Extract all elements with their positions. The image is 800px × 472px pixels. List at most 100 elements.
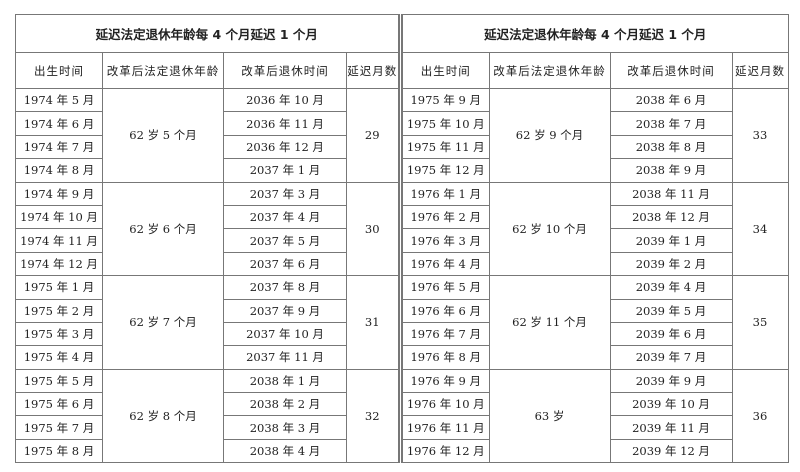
table-row: 1975 年 3 月 2037 年 10 月 [15, 321, 399, 347]
table-row: 1974 年 6 月 2036 年 11 月 [15, 111, 399, 136]
table-row: 1976 年 6 月 2039 年 5 月 [401, 298, 788, 323]
birth-date: 1976 年 7 月 [401, 321, 490, 347]
table-title: 延迟法定退休年龄每 4 个月延迟 1 个月 [401, 14, 789, 53]
retirement-date: 2037 年 6 月 [223, 251, 347, 277]
delay-months: 36 [731, 368, 789, 464]
table-row: 1974 年 11 月 2037 年 5 月 [15, 228, 399, 253]
birth-date: 1974 年 12 月 [15, 251, 103, 277]
retirement-date: 2038 年 4 月 [223, 438, 347, 464]
retirement-date: 2039 年 2 月 [609, 251, 733, 277]
retirement-table-left: 延迟法定退休年龄每 4 个月延迟 1 个月 出生时间 改革后法定退休年龄 改革后退休时… [15, 14, 400, 464]
table-row: 1975 年 8 月 2038 年 4 月 [15, 438, 399, 464]
table-row: 1975 年 2 月 2037 年 9 月 [15, 298, 399, 323]
retirement-age: 62 岁 7 个月 [102, 275, 224, 370]
table-row: 1976 年 8 月 2039 年 7 月 [401, 345, 788, 370]
retirement-date: 2039 年 9 月 [609, 368, 733, 394]
birth-date: 1976 年 5 月 [401, 275, 490, 300]
birth-date: 1976 年 1 月 [401, 181, 490, 206]
retirement-date: 2039 年 1 月 [609, 228, 733, 253]
birth-date: 1975 年 5 月 [15, 368, 103, 394]
table-row: 1976 年 1 月 62 岁 10 个月 2038 年 11 月 34 [401, 181, 789, 277]
table-row: 1974 年 9 月 62 岁 6 个月 2037 年 3 月 30 [15, 181, 399, 277]
retirement-age: 62 岁 11 个月 [488, 275, 611, 370]
birth-date: 1976 年 12 月 [401, 438, 490, 464]
retirement-date: 2037 年 3 月 [223, 181, 347, 206]
table-row: 1976 年 2 月 2038 年 12 月 [401, 204, 788, 230]
header-birth-date: 出生时间 [15, 52, 103, 89]
delay-months: 35 [731, 275, 789, 370]
retirement-date: 2037 年 8 月 [223, 275, 347, 300]
delay-months: 30 [346, 181, 399, 277]
retirement-date: 2036 年 11 月 [223, 111, 347, 136]
retirement-date: 2039 年 11 月 [609, 415, 733, 440]
table-row: 1976 年 10 月 2039 年 10 月 [401, 392, 788, 417]
retirement-date: 2037 年 11 月 [223, 345, 347, 370]
birth-date: 1976 年 3 月 [401, 228, 490, 253]
table-row: 1976 年 3 月 2039 年 1 月 [401, 228, 788, 253]
retirement-age: 62 岁 10 个月 [488, 181, 611, 277]
table-row: 1975 年 12 月 2038 年 9 月 [401, 158, 788, 183]
retirement-date: 2038 年 6 月 [609, 87, 733, 113]
header-retirement-date: 改革后退休时间 [223, 52, 347, 89]
retirement-age: 62 岁 9 个月 [488, 88, 611, 183]
retirement-date: 2038 年 3 月 [223, 415, 347, 440]
retirement-date: 2037 年 5 月 [223, 228, 347, 253]
table-title: 延迟法定退休年龄每 4 个月延迟 1 个月 [15, 14, 399, 53]
birth-date: 1976 年 9 月 [401, 368, 490, 394]
retirement-date: 2038 年 1 月 [223, 368, 347, 394]
table-row: 1975 年 1 月 62 岁 7 个月 2037 年 8 月 31 [15, 275, 399, 370]
birth-date: 1975 年 1 月 [15, 275, 103, 300]
retirement-table-right: 延迟法定退休年龄每 4 个月延迟 1 个月 出生时间 改革后法定退休年龄 改革后退休时… [401, 14, 789, 464]
delay-months: 32 [346, 368, 399, 464]
retirement-date: 2038 年 7 月 [609, 111, 733, 136]
table-row: 1975 年 10 月 2038 年 7 月 [401, 111, 788, 136]
retirement-date: 2039 年 7 月 [609, 345, 733, 370]
birth-date: 1974 年 7 月 [15, 134, 103, 160]
birth-date: 1975 年 4 月 [15, 345, 103, 370]
header-retirement-age: 改革后法定退休年龄 [102, 52, 224, 89]
birth-date: 1976 年 10 月 [401, 392, 490, 417]
delay-months: 29 [346, 88, 399, 183]
delay-months: 34 [731, 181, 789, 277]
birth-date: 1975 年 11 月 [401, 134, 490, 160]
delay-months: 33 [731, 88, 789, 183]
retirement-date: 2038 年 2 月 [223, 392, 347, 417]
retirement-date: 2038 年 11 月 [609, 181, 733, 206]
table-row: 1974 年 10 月 2037 年 4 月 [15, 204, 399, 230]
birth-date: 1974 年 10 月 [15, 204, 103, 230]
delay-months: 31 [346, 275, 399, 370]
table-row: 1975 年 6 月 2038 年 2 月 [15, 392, 399, 417]
retirement-age: 62 岁 6 个月 [102, 181, 224, 277]
table-row: 1976 年 11 月 2039 年 11 月 [401, 415, 788, 440]
birth-date: 1976 年 8 月 [401, 345, 490, 370]
retirement-date: 2038 年 12 月 [609, 204, 733, 230]
birth-date: 1974 年 5 月 [15, 87, 103, 113]
retirement-date: 2036 年 12 月 [223, 134, 347, 160]
birth-date: 1975 年 10 月 [401, 111, 490, 136]
birth-date: 1976 年 2 月 [401, 204, 490, 230]
table-row: 1974 年 7 月 2036 年 12 月 [15, 134, 399, 160]
header-delay-months: 延迟月数 [346, 52, 399, 89]
header-retirement-age: 改革后法定退休年龄 [488, 52, 611, 89]
retirement-date: 2036 年 10 月 [223, 87, 347, 113]
table-row: 1975 年 5 月 62 岁 8 个月 2038 年 1 月 32 [15, 368, 399, 464]
birth-date: 1975 年 6 月 [15, 392, 103, 417]
table-row: 1975 年 11 月 2038 年 8 月 [401, 134, 788, 160]
retirement-age: 62 岁 5 个月 [102, 88, 224, 183]
header-birth-date: 出生时间 [401, 52, 490, 89]
header-delay-months: 延迟月数 [731, 52, 789, 89]
birth-date: 1976 年 11 月 [401, 415, 490, 440]
table-row: 1976 年 7 月 2039 年 6 月 [401, 321, 788, 347]
birth-date: 1974 年 6 月 [15, 111, 103, 136]
table-row: 1976 年 4 月 2039 年 2 月 [401, 251, 788, 277]
retirement-age: 63 岁 [488, 368, 611, 464]
birth-date: 1974 年 8 月 [15, 158, 103, 183]
retirement-date: 2039 年 10 月 [609, 392, 733, 417]
retirement-date: 2037 年 1 月 [223, 158, 347, 183]
birth-date: 1976 年 4 月 [401, 251, 490, 277]
retirement-date: 2038 年 9 月 [609, 158, 733, 183]
table-row: 1974 年 5 月 62 岁 5 个月 2036 年 10 月 29 [15, 87, 399, 183]
retirement-date: 2037 年 4 月 [223, 204, 347, 230]
birth-date: 1975 年 3 月 [15, 321, 103, 347]
table-row: 1976 年 12 月 2039 年 12 月 [401, 438, 788, 464]
